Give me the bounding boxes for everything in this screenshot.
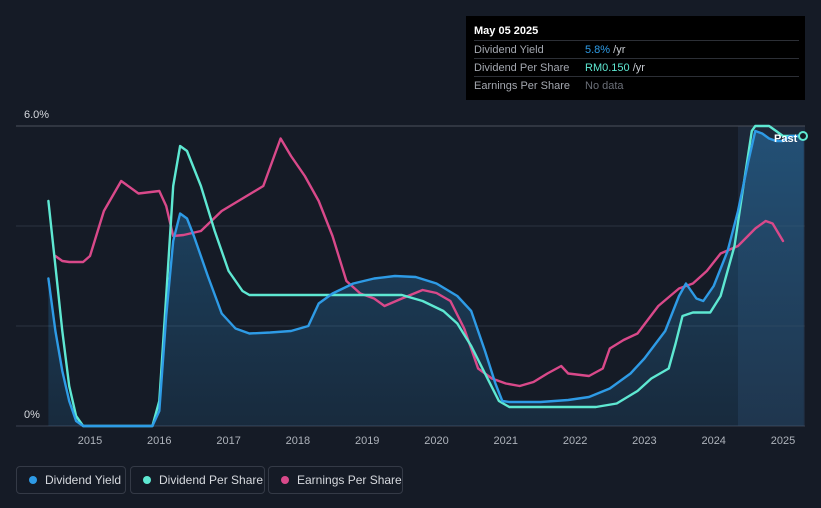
x-tick-label: 2025 bbox=[771, 435, 795, 447]
x-tick-label: 2023 bbox=[632, 435, 656, 447]
legend-item-dividend-per-share[interactable]: Dividend Per Share bbox=[130, 466, 265, 494]
series-line-dividend-yield bbox=[47, 129, 805, 428]
legend-item-earnings-per-share[interactable]: Earnings Per Share bbox=[268, 466, 403, 494]
legend-label: Dividend Per Share bbox=[159, 473, 264, 487]
tooltip-unit: /yr bbox=[610, 44, 626, 56]
tooltip-row-dividend-yield: Dividend Yield 5.8% /yr bbox=[474, 40, 799, 59]
x-tick-label: 2024 bbox=[701, 435, 725, 447]
tooltip-row-earnings-per-share: Earnings Per Share No data bbox=[474, 76, 799, 95]
legend-dot-icon bbox=[143, 476, 151, 484]
tooltip-label: Earnings Per Share bbox=[474, 80, 570, 92]
legend-item-dividend-yield[interactable]: Dividend Yield bbox=[16, 466, 126, 494]
tooltip-label: Dividend Yield bbox=[474, 44, 544, 56]
tooltip-value: RM0.150 bbox=[585, 62, 630, 74]
x-tick-label: 2016 bbox=[147, 435, 171, 447]
x-tick-label: 2017 bbox=[216, 435, 240, 447]
tooltip-row-dividend-per-share: Dividend Per Share RM0.150 /yr bbox=[474, 58, 799, 77]
y-tick-label: 0% bbox=[24, 409, 40, 421]
series-area-dividend-yield bbox=[48, 131, 804, 426]
tooltip-date: May 05 2025 bbox=[474, 25, 539, 37]
series-line-earnings-per-share bbox=[54, 137, 785, 388]
x-tick-label: 2020 bbox=[424, 435, 448, 447]
x-tick-label: 2021 bbox=[494, 435, 518, 447]
tooltip-value: 5.8% bbox=[585, 44, 611, 56]
tooltip-value: No data bbox=[585, 80, 624, 92]
past-label: Past bbox=[774, 133, 798, 145]
chart-tooltip: May 05 2025 Dividend Yield 5.8% /yr Divi… bbox=[466, 16, 805, 100]
legend-dot-icon bbox=[29, 476, 37, 484]
legend-label: Earnings Per Share bbox=[297, 473, 402, 487]
x-tick-label: 2019 bbox=[355, 435, 379, 447]
x-tick-label: 2018 bbox=[286, 435, 310, 447]
tooltip-label: Dividend Per Share bbox=[474, 62, 570, 74]
x-tick-label: 2015 bbox=[78, 435, 102, 447]
legend-dot-icon bbox=[281, 476, 289, 484]
y-tick-label: 6.0% bbox=[24, 109, 49, 121]
x-tick-label: 2022 bbox=[563, 435, 587, 447]
tooltip-unit: /yr bbox=[629, 62, 645, 74]
legend-label: Dividend Yield bbox=[45, 473, 122, 487]
endpoint-marker bbox=[798, 131, 808, 141]
